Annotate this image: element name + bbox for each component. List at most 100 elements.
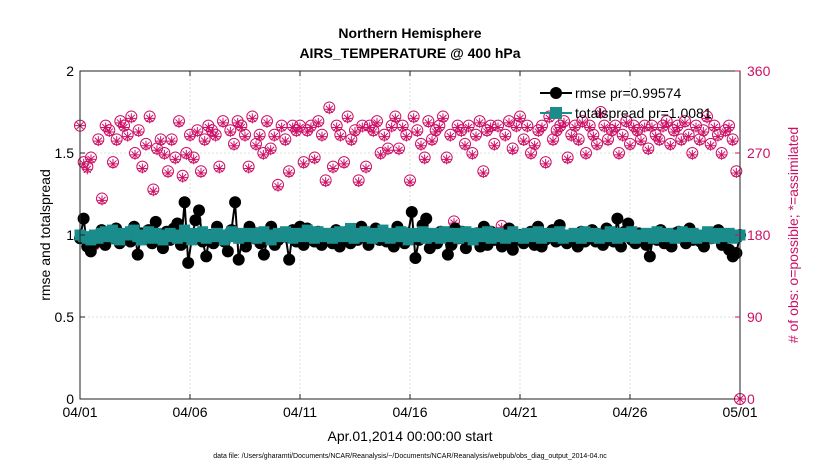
rmse-point [257, 248, 270, 261]
obs-assimilated-star [185, 131, 195, 142]
obs-assimilated-star [342, 113, 353, 124]
obs-assimilated-marker [625, 140, 635, 151]
x-tick-label: 04/21 [502, 404, 537, 420]
obs-assimilated-marker [196, 168, 206, 179]
obs-assimilated-star [548, 136, 558, 147]
obs-assimilated-star [357, 122, 368, 133]
obs-assimilated-star [210, 131, 221, 142]
obs-assimilated-star [284, 168, 294, 179]
obs-assimilated-marker [643, 145, 654, 156]
obs-assimilated-marker [166, 136, 177, 147]
obs-assimilated-star [339, 158, 349, 169]
obs-assimilated-marker [174, 117, 184, 128]
obs-assimilated-marker [687, 149, 698, 160]
obs-assimilated-star [181, 149, 192, 160]
obs-assimilated-marker [324, 104, 335, 115]
obs-assimilated-marker [397, 122, 408, 133]
obs-assimilated-star [562, 154, 573, 165]
obs-assimilated-star [441, 154, 452, 165]
obs-assimilated-marker [181, 149, 192, 160]
obs-assimilated-marker [185, 131, 195, 142]
y-right-tick-label: 270 [747, 145, 771, 161]
obs-assimilated-star [603, 136, 613, 147]
obs-assimilated-marker [412, 127, 423, 138]
obs-assimilated-star [489, 140, 500, 151]
obs-assimilated-marker [119, 122, 129, 133]
x-tick-label: 05/01 [722, 404, 757, 420]
obs-assimilated-marker [522, 122, 533, 133]
totalspread-point [467, 234, 479, 246]
obs-assimilated-marker [122, 131, 133, 142]
obs-assimilated-star [452, 122, 463, 133]
obs-assimilated-star [317, 131, 327, 142]
obs-assimilated-star [669, 127, 679, 138]
obs-assimilated-marker [467, 149, 478, 160]
obs-assimilated-marker [368, 127, 379, 138]
legend-label-totalspread: totalspread pr=1.0081 [575, 105, 712, 121]
obs-assimilated-marker [588, 131, 599, 142]
obs-assimilated-marker [177, 172, 188, 183]
y-axis-right-label: # of obs: o=possible; *=assimilated [785, 127, 801, 343]
y-left-tick-label: 0 [66, 391, 74, 407]
obs-assimilated-marker [97, 195, 107, 206]
obs-assimilated-marker [262, 117, 272, 128]
obs-assimilated-star [309, 154, 320, 165]
obs-assimilated-marker [207, 127, 217, 138]
obs-assimilated-star [335, 131, 346, 142]
obs-assimilated-marker [236, 122, 247, 133]
rmse-point [189, 214, 202, 227]
obs-assimilated-marker [474, 117, 485, 128]
obs-assimilated-marker [441, 154, 452, 165]
rmse-point [232, 253, 245, 266]
obs-assimilated-marker [306, 122, 316, 133]
obs-assimilated-marker [452, 122, 463, 133]
y-right-tick-label: 90 [747, 309, 763, 325]
obs-assimilated-star [394, 145, 404, 156]
legend-marker-totalspread [550, 107, 562, 119]
obs-assimilated-star [438, 113, 448, 124]
obs-assimilated-star [661, 117, 672, 128]
obs-assimilated-marker [258, 149, 269, 160]
obs-assimilated-marker [342, 113, 353, 124]
obs-assimilated-marker [526, 149, 536, 160]
obs-assimilated-star [705, 140, 716, 151]
obs-assimilated-marker [661, 117, 672, 128]
obs-assimilated-marker [680, 117, 690, 128]
totalspread-point [186, 234, 198, 246]
y-right-tick-label: 180 [747, 227, 771, 243]
obs-assimilated-star [518, 136, 529, 147]
obs-assimilated-star [379, 131, 390, 142]
obs-assimilated-marker [654, 136, 665, 147]
obs-assimilated-star [108, 158, 118, 169]
obs-assimilated-marker [126, 113, 137, 124]
obs-assimilated-star [625, 140, 635, 151]
obs-assimilated-marker [93, 136, 104, 147]
obs-assimilated-marker [276, 122, 287, 133]
obs-assimilated-star [100, 122, 111, 133]
obs-assimilated-star [713, 131, 723, 142]
obs-assimilated-star [324, 104, 335, 115]
totalspread-point [532, 226, 544, 238]
totalspread-point [128, 224, 140, 236]
obs-assimilated-star [540, 158, 551, 169]
obs-assimilated-marker [592, 140, 602, 151]
obs-assimilated-marker [225, 127, 236, 138]
obs-assimilated-star [166, 136, 177, 147]
obs-assimilated-star [159, 149, 170, 160]
obs-assimilated-marker [188, 154, 199, 165]
obs-assimilated-marker [229, 140, 239, 151]
obs-assimilated-marker [518, 136, 529, 147]
obs-assimilated-star [141, 140, 151, 151]
obs-assimilated-star [155, 136, 166, 147]
obs-assimilated-star [133, 127, 144, 138]
obs-assimilated-star [636, 136, 646, 147]
obs-assimilated-marker [705, 140, 716, 151]
obs-assimilated-star [702, 113, 712, 124]
obs-assimilated-star [423, 117, 434, 128]
obs-assimilated-star [456, 127, 467, 138]
obs-assimilated-star [232, 117, 243, 128]
totalspread-point [575, 232, 587, 244]
obs-assimilated-marker [86, 154, 96, 165]
rmse-point [420, 212, 433, 225]
obs-assimilated-marker [269, 131, 280, 142]
